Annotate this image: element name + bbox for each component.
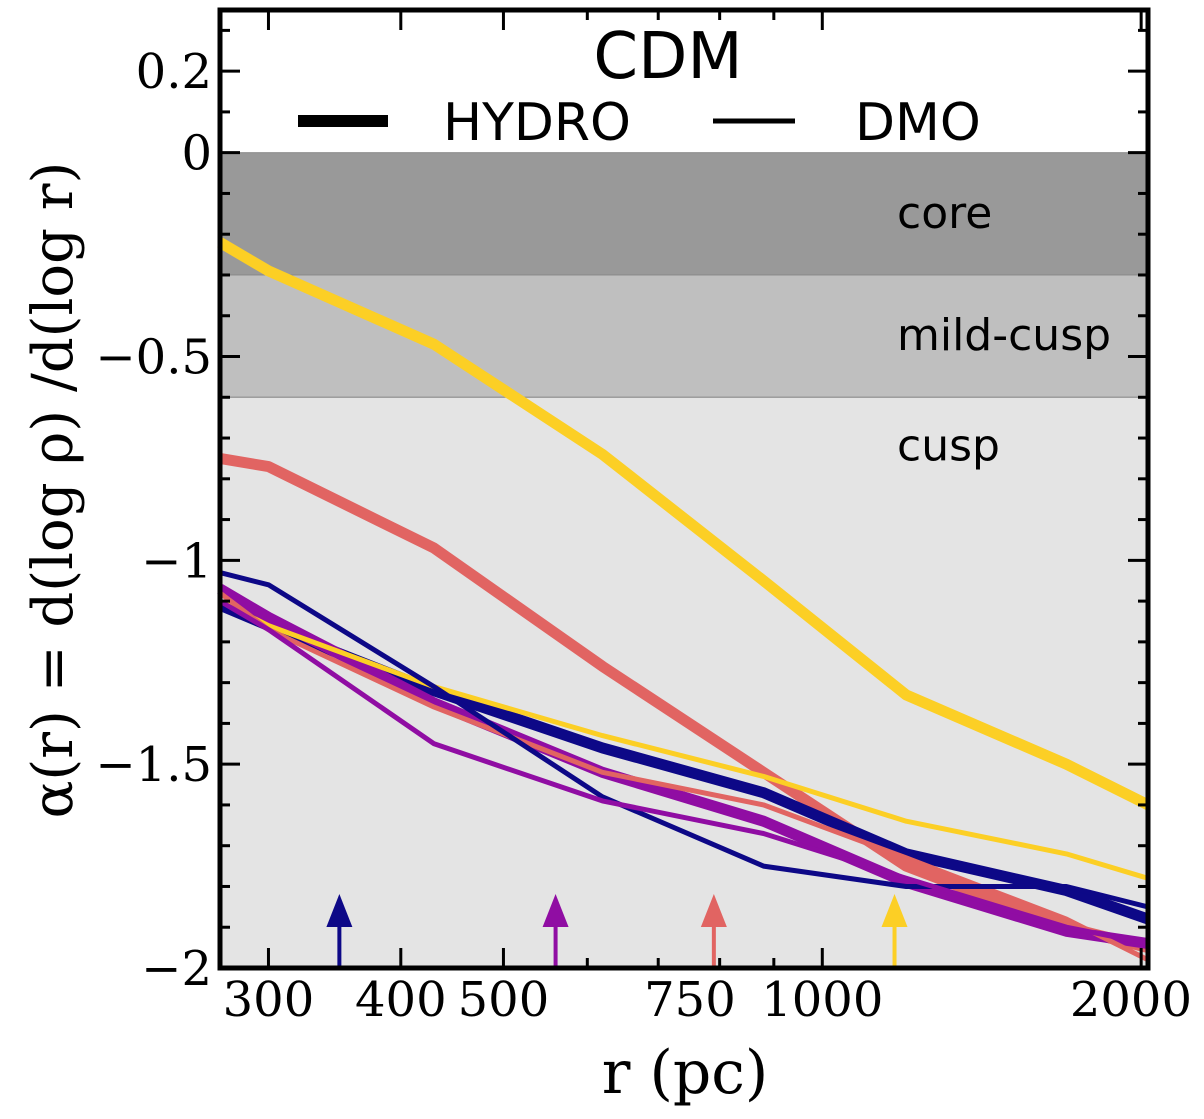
data-lines: [217, 237, 1151, 963]
series-line-yellow-hydro: [217, 237, 1151, 810]
x-tick-label: 400: [355, 972, 447, 1028]
x-tick-label: 300: [223, 972, 315, 1028]
series-line-purple-dmo: [218, 598, 1149, 946]
series-line-red-dmo: [218, 591, 1150, 963]
shaded-regions: [219, 152, 1149, 969]
region-labels: core mild-cusp cusp: [897, 188, 1111, 472]
x-tick-label: 1000: [761, 972, 883, 1028]
chart-title: CDM: [593, 20, 742, 94]
y-tick-label: 0: [181, 126, 212, 182]
series-line-yellow-dmo: [218, 598, 1149, 881]
series-line-purple-hydro: [217, 584, 1149, 949]
y-tick-label: −0.5: [95, 330, 212, 386]
region-label-core: core: [897, 188, 992, 239]
arrow-marker-4: [881, 894, 908, 966]
arrow-marker-1: [326, 894, 353, 966]
arrow-marker-2: [542, 894, 569, 966]
region-core: [219, 152, 1149, 276]
legend-label-dmo: DMO: [855, 93, 981, 153]
legend: HYDRO DMO: [298, 93, 981, 153]
y-tick-label: −1: [141, 533, 212, 589]
region-mild-cusp: [219, 274, 1149, 398]
series-line-navy-dmo: [219, 570, 1149, 910]
x-tick-label: 500: [458, 972, 550, 1028]
region-label-cusp: cusp: [897, 420, 1000, 471]
plot-frame: [217, 7, 1151, 971]
y-axis-label: α(r) = d(log ρ) /d(log r): [21, 162, 86, 819]
x-axis-label: r (pc): [602, 1038, 769, 1108]
y-tick-label: −1.5: [95, 737, 212, 793]
region-label-mild-cusp: mild-cusp: [897, 310, 1111, 361]
legend-label-hydro: HYDRO: [443, 93, 631, 153]
x-tick-label: 2000: [1070, 972, 1192, 1028]
arrow-markers: [326, 894, 908, 966]
y-tick-label: 0.2: [136, 44, 212, 100]
x-tick-label: 750: [644, 972, 736, 1028]
arrow-marker-3: [700, 894, 727, 966]
y-tick-label: −2: [141, 941, 212, 997]
